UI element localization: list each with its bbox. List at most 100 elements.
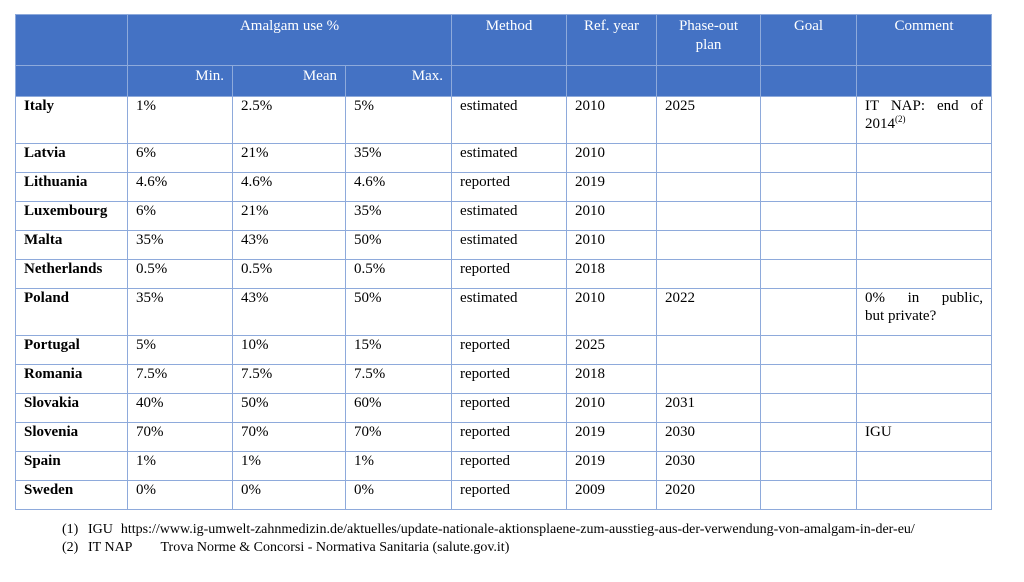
cell-phase-out xyxy=(656,230,762,260)
cell-method: estimated xyxy=(451,201,568,231)
cell-method: estimated xyxy=(451,96,568,144)
comment-text: 2014 xyxy=(865,116,896,132)
cell-goal xyxy=(760,335,858,365)
footnotes: (1) IGU https://www.ig-umwelt-zahnmedizi… xyxy=(62,521,915,557)
cell-min: 1% xyxy=(127,451,233,481)
cell-method: estimated xyxy=(451,230,568,260)
cell-country: Malta xyxy=(15,230,128,260)
cell-phase-out xyxy=(656,172,762,202)
cell-mean: 0% xyxy=(232,480,346,510)
header-phase-out: Phase-out plan xyxy=(656,14,762,66)
comment-line: IGU xyxy=(865,424,892,440)
table-row: Slovakia 40% 50% 60% reported 2010 2031 xyxy=(15,393,993,423)
cell-min: 35% xyxy=(127,288,233,336)
cell-comment xyxy=(856,480,993,510)
cell-goal xyxy=(760,96,858,144)
footnote-reference[interactable]: (2) xyxy=(895,114,906,124)
cell-ref-year: 2019 xyxy=(566,172,658,202)
table-row: Slovenia 70% 70% 70% reported 2019 2030 IGU xyxy=(15,422,993,452)
cell-country: Sweden xyxy=(15,480,128,510)
cell-mean: 1% xyxy=(232,451,346,481)
cell-max: 5% xyxy=(344,96,453,144)
cell-goal xyxy=(760,259,858,289)
cell-ref-year: 2019 xyxy=(566,422,658,452)
cell-comment xyxy=(856,143,993,173)
cell-min: 0.5% xyxy=(127,259,233,289)
cell-method: reported xyxy=(451,393,568,423)
comment-line: 2014(2) xyxy=(865,115,983,133)
cell-max: 0% xyxy=(344,480,453,510)
footnote-url[interactable]: https://www.ig-umwelt-zahnmedizin.de/akt… xyxy=(120,522,915,537)
cell-mean: 43% xyxy=(232,230,346,260)
footnote-number: (2) xyxy=(62,540,79,555)
comment-text: but private? xyxy=(865,308,937,324)
cell-method: reported xyxy=(451,451,568,481)
cell-country: Latvia xyxy=(15,143,128,173)
cell-ref-year: 2010 xyxy=(566,393,658,423)
cell-country: Slovenia xyxy=(15,422,128,452)
cell-goal xyxy=(760,288,858,336)
cell-mean: 0.5% xyxy=(232,259,346,289)
table-row: Romania 7.5% 7.5% 7.5% reported 2018 xyxy=(15,364,993,394)
cell-mean: 7.5% xyxy=(232,364,346,394)
cell-min: 5% xyxy=(127,335,233,365)
cell-goal xyxy=(760,172,858,202)
cell-comment xyxy=(856,393,993,423)
cell-comment: 0% in public, but private? xyxy=(856,288,993,336)
cell-max: 4.6% xyxy=(344,172,453,202)
cell-country: Netherlands xyxy=(15,259,128,289)
cell-phase-out xyxy=(656,143,762,173)
cell-mean: 50% xyxy=(232,393,346,423)
cell-ref-year: 2009 xyxy=(566,480,658,510)
header-country xyxy=(15,14,128,66)
subheader-blank xyxy=(451,65,568,97)
header-comment: Comment xyxy=(856,14,993,66)
cell-mean: 21% xyxy=(232,201,346,231)
footnote-2: (2) IT NAP Trova Norme & Concorsi - Norm… xyxy=(62,539,915,557)
cell-min: 4.6% xyxy=(127,172,233,202)
cell-max: 50% xyxy=(344,230,453,260)
cell-country: Romania xyxy=(15,364,128,394)
cell-phase-out: 2031 xyxy=(656,393,762,423)
cell-comment: IGU xyxy=(856,422,993,452)
cell-max: 70% xyxy=(344,422,453,452)
cell-ref-year: 2010 xyxy=(566,96,658,144)
cell-country: Lithuania xyxy=(15,172,128,202)
cell-mean: 10% xyxy=(232,335,346,365)
cell-comment xyxy=(856,172,993,202)
cell-goal xyxy=(760,422,858,452)
subheader-max: Max. xyxy=(344,65,453,97)
table-row: Malta 35% 43% 50% estimated 2010 xyxy=(15,230,993,260)
footnote-link[interactable]: Trova Norme & Concorsi - Normativa Sanit… xyxy=(160,540,510,555)
cell-phase-out: 2030 xyxy=(656,422,762,452)
cell-country: Poland xyxy=(15,288,128,336)
table-row: Italy 1% 2.5% 5% estimated 2010 2025 IT NAP: en… xyxy=(15,96,993,144)
footnote-label: IGU xyxy=(88,522,113,537)
comment-line: but private? xyxy=(865,307,983,325)
footnote-1: (1) IGU https://www.ig-umwelt-zahnmedizi… xyxy=(62,521,915,539)
cell-goal xyxy=(760,230,858,260)
cell-phase-out xyxy=(656,335,762,365)
subheader-min: Min. xyxy=(127,65,233,97)
cell-mean: 70% xyxy=(232,422,346,452)
amalgam-table: Amalgam use % Method Ref. year Phase-out… xyxy=(15,14,993,510)
cell-country: Spain xyxy=(15,451,128,481)
subheader-blank xyxy=(760,65,858,97)
header-amalgam-use: Amalgam use % xyxy=(126,14,453,66)
cell-country: Portugal xyxy=(15,335,128,365)
header-method: Method xyxy=(451,14,568,66)
table-row: Netherlands 0.5% 0.5% 0.5% reported 2018 xyxy=(15,259,993,289)
subheader-blank xyxy=(15,65,128,97)
cell-method: estimated xyxy=(451,288,568,336)
cell-phase-out: 2020 xyxy=(656,480,762,510)
cell-comment: IT NAP: end of 2014(2) xyxy=(856,96,993,144)
cell-max: 0.5% xyxy=(344,259,453,289)
cell-max: 15% xyxy=(344,335,453,365)
header-ref-year: Ref. year xyxy=(566,14,658,66)
cell-ref-year: 2010 xyxy=(566,143,658,173)
comment-line: 0% in public, xyxy=(865,290,984,306)
cell-min: 7.5% xyxy=(127,364,233,394)
cell-goal xyxy=(760,393,858,423)
cell-country: Luxembourg xyxy=(15,201,128,231)
cell-phase-out: 2030 xyxy=(656,451,762,481)
